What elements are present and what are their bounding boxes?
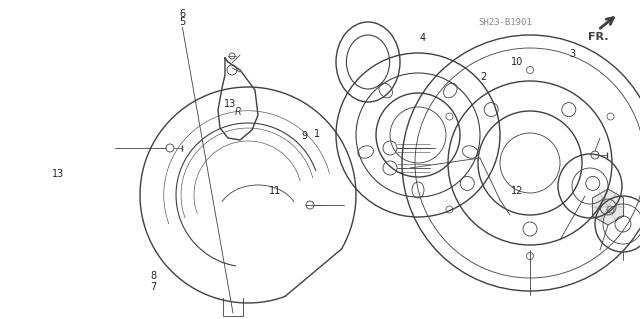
Text: 9: 9 (301, 130, 307, 141)
Text: FR.: FR. (588, 32, 609, 42)
Polygon shape (593, 189, 623, 225)
Text: 4: 4 (419, 33, 426, 43)
Text: 12: 12 (511, 186, 524, 197)
Text: 3: 3 (570, 49, 576, 59)
Text: 13: 13 (224, 99, 237, 109)
Text: 5: 5 (179, 17, 186, 27)
Text: 6: 6 (179, 9, 186, 19)
Text: SH23-B1901: SH23-B1901 (479, 18, 532, 27)
Text: 11: 11 (269, 186, 282, 197)
Text: 7: 7 (150, 282, 157, 292)
Text: 2: 2 (480, 71, 486, 82)
Text: 1: 1 (314, 129, 320, 139)
Text: 8: 8 (150, 271, 157, 281)
Text: R: R (235, 107, 241, 117)
Text: 13: 13 (51, 169, 64, 179)
Text: 10: 10 (511, 57, 524, 67)
